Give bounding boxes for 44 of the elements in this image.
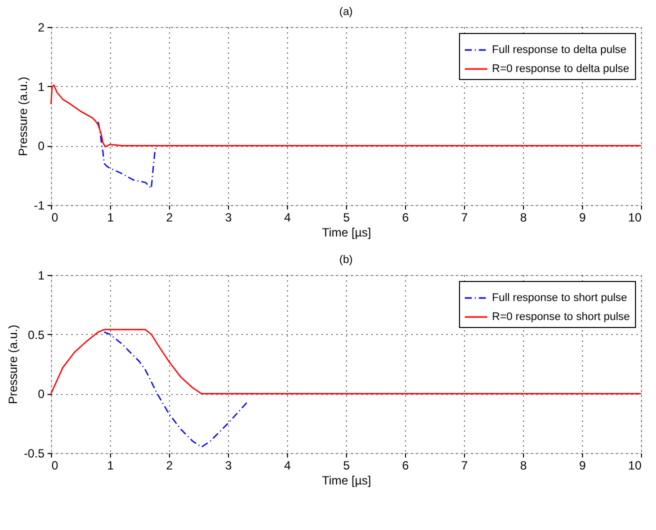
x-tick-label: 2 [166,210,174,224]
x-tick-label: 4 [284,210,292,224]
x-tick-label: 3 [225,458,232,472]
y-tick-label: -1 [34,198,45,212]
x-tick-label: 6 [402,458,410,472]
y-tick-label: 1 [38,80,45,94]
x-axis-title: Time [µs] [322,474,372,488]
x-axis-title: Time [µs] [322,226,372,240]
x-tick-label: 10 [628,210,642,224]
x-tick-label: 5 [343,210,350,224]
x-tick-label: 3 [225,210,232,224]
y-tick-label: 2 [38,20,45,34]
y-axis-title: Pressure (a.u.) [16,76,30,156]
y-tick-label: 1 [38,268,45,282]
x-tick-label: 0 [52,210,58,224]
legend-label: R=0 response to short pulse [492,311,630,323]
x-tick-label: 7 [461,458,468,472]
x-tick-label: 2 [166,458,174,472]
legend-label: R=0 response to delta pulse [492,63,630,75]
x-tick-label: 10 [628,458,642,472]
y-tick-label: 0 [38,139,45,154]
x-tick-label: 8 [520,458,528,472]
x-tick-label: 0 [52,458,58,472]
x-tick-label: 1 [107,210,114,224]
line-series [103,331,250,448]
line-series [50,84,642,148]
x-tick-label: 7 [461,210,468,224]
x-tick-label: 4 [284,458,292,472]
line-series [98,121,157,190]
y-axis-title: Pressure (a.u.) [6,324,20,404]
line-series [50,328,642,394]
x-tick-label: 5 [343,458,350,472]
chart-title: (a) [339,6,353,18]
y-tick-label: 0 [38,387,45,402]
x-tick-label: 6 [402,210,410,224]
x-tick-label: 9 [579,210,586,224]
x-tick-label: 1 [107,458,114,472]
y-tick-label: -0.5 [24,446,45,460]
legend-label: Full response to delta pulse [492,44,627,56]
legend-label: Full response to short pulse [492,292,628,304]
y-tick-label: 0.5 [28,328,45,342]
x-tick-label: 9 [579,458,586,472]
chart-title: (b) [339,254,353,266]
x-tick-label: 8 [520,210,528,224]
